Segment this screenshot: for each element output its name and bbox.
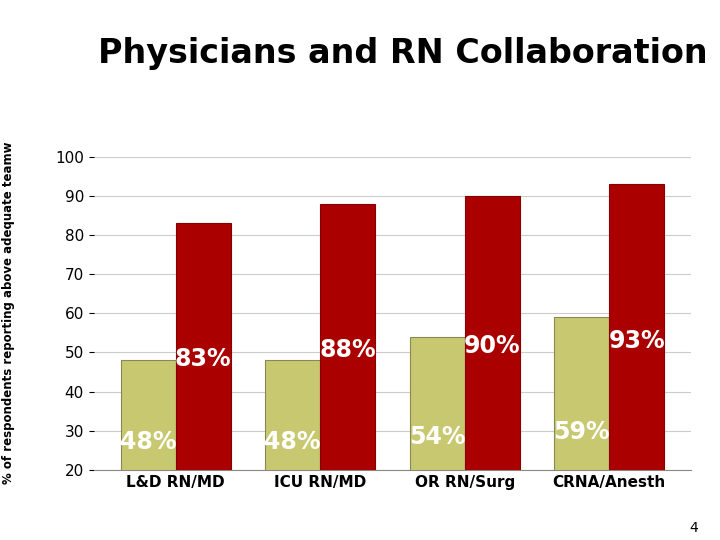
Text: 54%: 54% xyxy=(409,424,465,449)
Bar xyxy=(554,317,609,540)
Text: 4: 4 xyxy=(690,521,698,535)
Bar xyxy=(320,204,375,540)
Bar xyxy=(464,195,520,540)
Text: % of respondents reporting above adequate teamw: % of respondents reporting above adequat… xyxy=(2,142,15,484)
Text: 59%: 59% xyxy=(554,420,610,444)
Bar xyxy=(410,337,464,540)
Text: 83%: 83% xyxy=(175,347,231,371)
Bar xyxy=(609,184,664,540)
Bar xyxy=(176,223,230,540)
Text: Physicians and RN Collaboration: Physicians and RN Collaboration xyxy=(99,37,708,71)
Text: 48%: 48% xyxy=(264,430,321,454)
Bar xyxy=(121,360,176,540)
Bar xyxy=(265,360,320,540)
Text: 93%: 93% xyxy=(608,329,665,353)
Text: 90%: 90% xyxy=(464,334,521,359)
Text: 48%: 48% xyxy=(120,430,176,454)
Legend: RN rates Physician, Physician rates RN: RN rates Physician, Physician rates RN xyxy=(91,535,575,540)
Text: 88%: 88% xyxy=(319,338,376,362)
